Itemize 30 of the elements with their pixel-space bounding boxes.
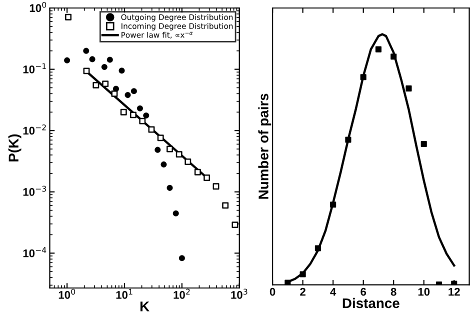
y-tick-label: 10$^{−1}$ — [23, 63, 46, 74]
point — [300, 271, 306, 278]
point — [420, 140, 427, 148]
point — [284, 280, 291, 285]
y-tick-label: 10$^{−3}$ — [23, 186, 46, 196]
y-tick-label: 10$^{−4}$ — [23, 247, 46, 258]
x-axis-title: Distance — [342, 298, 400, 308]
y-tick-label: 10$^{−2}$ — [23, 124, 46, 135]
point — [314, 245, 321, 252]
x-tick-label: 10$^{1}$ — [116, 288, 132, 299]
point — [406, 85, 412, 92]
x-tick-label: 4 — [330, 288, 336, 296]
x-tick-label: 10$^{0}$ — [58, 288, 76, 299]
x-tick-label: 8 — [390, 288, 396, 296]
y-tick-label: 10$^{0}$ — [30, 2, 46, 12]
x-tick-label: 0 — [270, 288, 276, 296]
x-tick-label: 10 — [418, 288, 430, 296]
point — [330, 202, 336, 208]
point — [390, 54, 397, 60]
x-tick-label: 10$^{3}$ — [231, 288, 248, 299]
point — [345, 136, 352, 143]
x-tick-label: 12 — [448, 288, 460, 296]
x-tick-label: 6 — [360, 288, 366, 296]
y-axis-title: Number of pairs — [258, 94, 272, 199]
point — [375, 46, 382, 52]
x-tick-label: 2 — [300, 288, 306, 296]
x-tick-label: 10$^{2}$ — [174, 288, 190, 299]
point — [360, 74, 366, 80]
y-axis-title: P(K) — [8, 134, 22, 162]
x-axis-title: K — [140, 302, 150, 312]
